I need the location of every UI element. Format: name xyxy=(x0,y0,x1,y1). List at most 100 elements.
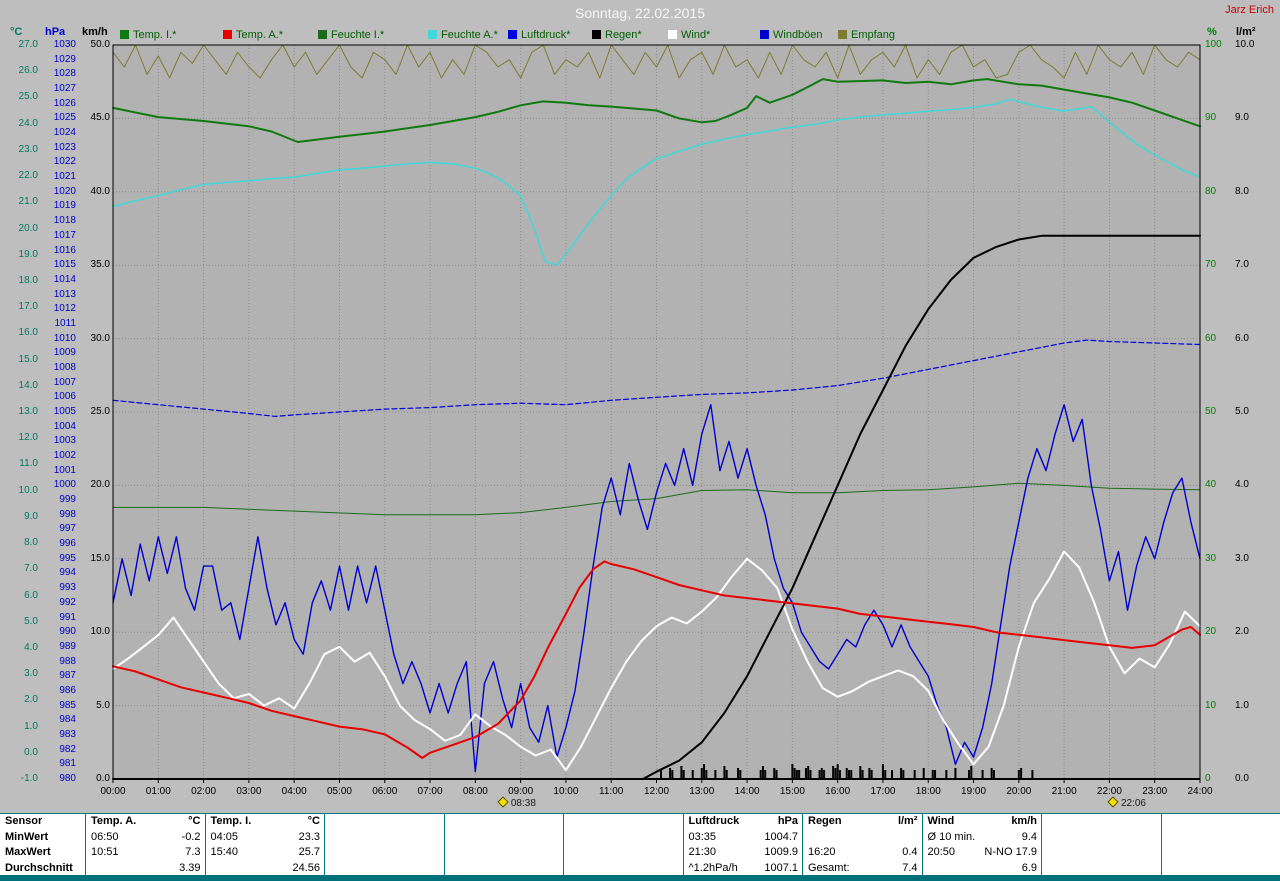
summary-row-label: MaxWert xyxy=(5,846,51,858)
x-tick-label: 06:00 xyxy=(372,786,398,797)
axis-tick-label: 981 xyxy=(59,758,76,770)
legend-item-windboeen[interactable]: Windböen xyxy=(760,29,823,42)
axis-tick-label: 20.0 xyxy=(90,479,110,491)
axis-tick-label: 60 xyxy=(1205,332,1217,344)
summary-cell xyxy=(623,861,683,877)
legend-label: Windböen xyxy=(773,29,823,41)
legend-swatch-luftdruck xyxy=(508,30,517,39)
axis-unit-percent: % xyxy=(1207,26,1217,38)
axis-tick-label: 13.0 xyxy=(18,406,38,417)
axis-tick-label: 23.0 xyxy=(18,143,38,155)
axis-tick-label: 1014 xyxy=(53,273,76,285)
summary-row-label: Durchschnitt xyxy=(5,861,73,874)
axis-tick-label: 1029 xyxy=(53,53,76,65)
legend-item-empfang[interactable]: Empfang xyxy=(838,29,895,42)
axis-tick-label: 50.0 xyxy=(90,39,110,50)
axis-tick-label: 1009 xyxy=(53,347,76,359)
summary-cell xyxy=(1160,829,1221,845)
summary-cell: Regen xyxy=(802,814,862,830)
summary-cell xyxy=(1101,814,1161,830)
x-tick-label: 14:00 xyxy=(734,786,760,797)
user-label: Jarz Erich xyxy=(1225,4,1274,16)
axis-tick-label: 1026 xyxy=(53,97,76,109)
legend-label: Feuchte I.* xyxy=(331,29,385,41)
summary-cell: 1009.9 xyxy=(764,846,798,858)
summary-cell: 3.39 xyxy=(179,861,201,874)
axis-tick-label: 3.0 xyxy=(24,668,38,680)
axis-tick-label: 30.0 xyxy=(90,332,110,344)
legend-item-temp-i[interactable]: Temp. I.* xyxy=(120,29,176,42)
axis-tick-label: 995 xyxy=(59,552,76,564)
axis-tick-label: 1020 xyxy=(53,185,76,197)
legend-item-feuchte-i[interactable]: Feuchte I.* xyxy=(318,29,384,42)
legend-item-regen[interactable]: Regen* xyxy=(592,29,642,42)
sun-marker-time: 22:06 xyxy=(1120,798,1146,809)
summary-cell xyxy=(563,814,623,830)
axis-tick-label: 1010 xyxy=(53,332,76,344)
axis-tick-label: 27.0 xyxy=(18,39,38,50)
axis-tick-label: 8.0 xyxy=(1235,185,1249,197)
axis-tick-label: 50 xyxy=(1205,406,1217,417)
legend-item-feuchte-a[interactable]: Feuchte A.* xyxy=(428,29,498,42)
axis-tick-label: 1006 xyxy=(53,391,76,403)
summary-cell xyxy=(1220,830,1280,846)
summary-cell: Temp. A. xyxy=(85,814,145,830)
axis-tick-label: 10 xyxy=(1205,699,1217,711)
axis-tick-label: 14.0 xyxy=(18,379,38,391)
axis-tick-label: 1019 xyxy=(53,200,76,212)
summary-cell xyxy=(503,830,563,846)
summary-cell: Luftdruck xyxy=(682,814,743,830)
x-tick-label: 18:00 xyxy=(915,786,941,797)
legend-label: Wind* xyxy=(681,29,711,41)
summary-cell: Gesamt: xyxy=(802,860,862,876)
legend-item-wind[interactable]: Wind* xyxy=(668,29,710,42)
summary-cell: hPa xyxy=(777,815,798,827)
axis-tick-label: 15.0 xyxy=(90,552,110,564)
summary-cell xyxy=(1160,845,1221,861)
summary-cell: 25.7 xyxy=(298,846,320,858)
legend-item-temp-a[interactable]: Temp. A.* xyxy=(223,29,283,42)
x-tick-label: 21:00 xyxy=(1051,786,1077,797)
x-tick-label: 19:00 xyxy=(961,786,987,797)
axis-tick-label: 2.0 xyxy=(24,694,38,706)
summary-cell xyxy=(1041,829,1101,845)
axis-tick-label: 20.0 xyxy=(18,222,38,234)
summary-cell xyxy=(384,830,444,846)
series-temp-a xyxy=(112,560,1201,759)
axis-tick-label: 994 xyxy=(59,567,76,579)
axis-tick-label: 1028 xyxy=(53,68,76,80)
summary-cell: °C xyxy=(307,815,320,827)
series-feuchte-a xyxy=(112,98,1201,266)
summary-cell: ^1.2hPa/h xyxy=(682,860,743,876)
x-tick-label: 13:00 xyxy=(689,786,715,797)
axis-tick-label: 992 xyxy=(59,596,76,608)
axis-tick-label: 988 xyxy=(59,655,76,667)
summary-cell xyxy=(623,845,683,861)
summary-cell xyxy=(1041,860,1101,876)
summary-cell xyxy=(1220,845,1280,861)
x-tick-label: 11:00 xyxy=(599,786,624,797)
series-temp-i xyxy=(112,78,1201,143)
series-regen xyxy=(112,234,1201,780)
axis-tick-label: 1025 xyxy=(53,112,76,124)
summary-cell: -0.2 xyxy=(181,830,201,843)
axis-tick-label: 40.0 xyxy=(90,185,110,197)
summary-cell xyxy=(563,860,623,876)
bottom-bar xyxy=(0,875,1280,881)
legend-label: Temp. A.* xyxy=(236,29,284,41)
x-tick-label: 09:00 xyxy=(508,786,534,797)
summary-cell xyxy=(1041,845,1101,861)
x-tick-label: 01:00 xyxy=(145,786,171,797)
axis-tick-label: 7.0 xyxy=(24,563,38,575)
axis-tick-label: 984 xyxy=(59,714,76,726)
axis-tick-label: 10.0 xyxy=(18,484,38,496)
axis-tick-label: 10.0 xyxy=(90,626,110,638)
x-tick-label: 00:00 xyxy=(100,786,126,797)
axis-tick-label: 8.0 xyxy=(24,537,38,549)
axis-tick-label: 983 xyxy=(59,728,76,740)
axis-tick-label: 12.0 xyxy=(18,432,38,444)
legend-item-luftdruck[interactable]: Luftdruck* xyxy=(508,29,571,42)
summary-cell: 7.3 xyxy=(185,846,201,858)
axis-tick-label: 21.0 xyxy=(18,196,38,208)
